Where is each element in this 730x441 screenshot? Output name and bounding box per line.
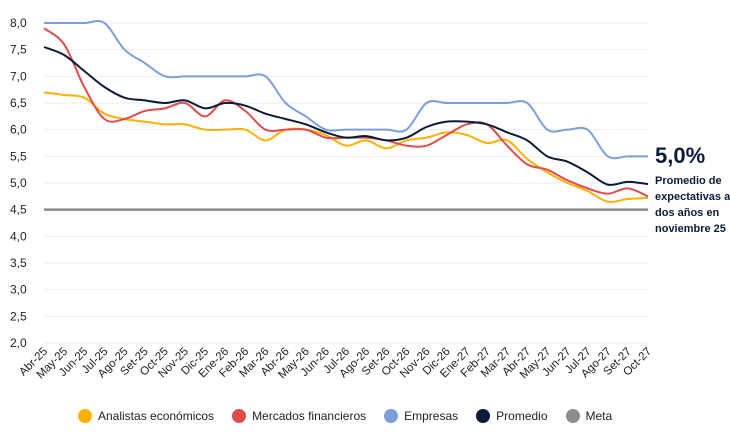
annotation: 5,0% Promedio de expectativas a dos años…: [655, 143, 730, 237]
y-tick-label: 4,0: [10, 229, 27, 243]
y-tick-label: 4,5: [10, 203, 27, 217]
legend-swatch: [565, 409, 580, 423]
legend-swatch: [232, 409, 247, 423]
legend-label: Mercados financieros: [252, 409, 367, 423]
y-tick-label: 2,5: [10, 309, 27, 323]
legend-item: Promedio: [476, 409, 548, 423]
y-tick-label: 6,0: [10, 123, 27, 137]
series-line-promedio: [43, 46, 649, 186]
legend-item: Analistas económicos: [78, 409, 214, 423]
series-line-empresas: [44, 20, 648, 160]
series-line-mercados-financieros: [43, 27, 649, 198]
legend-swatch: [78, 409, 92, 423]
legend-item: Mercados financieros: [232, 409, 366, 423]
series-line-analistas-económicos: [43, 91, 649, 203]
y-tick-label: 7,0: [10, 69, 27, 83]
legend-swatch: [384, 409, 399, 423]
annotation-value: 5,0%: [655, 143, 706, 168]
y-tick-label: 2,0: [10, 336, 27, 350]
legend-item: Meta: [565, 409, 613, 423]
y-tick-label: 7,5: [10, 43, 27, 57]
y-tick-label: 5,0: [10, 176, 27, 190]
y-tick-label: 3,5: [10, 256, 27, 270]
legend-swatch: [476, 409, 491, 423]
legend: Analistas económicos Mercados financieros…: [78, 409, 612, 423]
y-tick-label: 5,5: [10, 149, 27, 163]
y-tick-label: 3,0: [10, 283, 27, 297]
legend-label: Promedio: [496, 409, 548, 423]
legend-item: Empresas: [384, 409, 458, 423]
legend-label: Empresas: [404, 409, 459, 423]
legend-label: Meta: [585, 409, 613, 423]
y-tick-label: 8,0: [10, 16, 27, 30]
annotation-text: Promedio de expectativas a dos años en n…: [655, 175, 730, 235]
legend-label: Analistas económicos: [98, 409, 215, 423]
y-tick-label: 6,5: [10, 96, 27, 110]
